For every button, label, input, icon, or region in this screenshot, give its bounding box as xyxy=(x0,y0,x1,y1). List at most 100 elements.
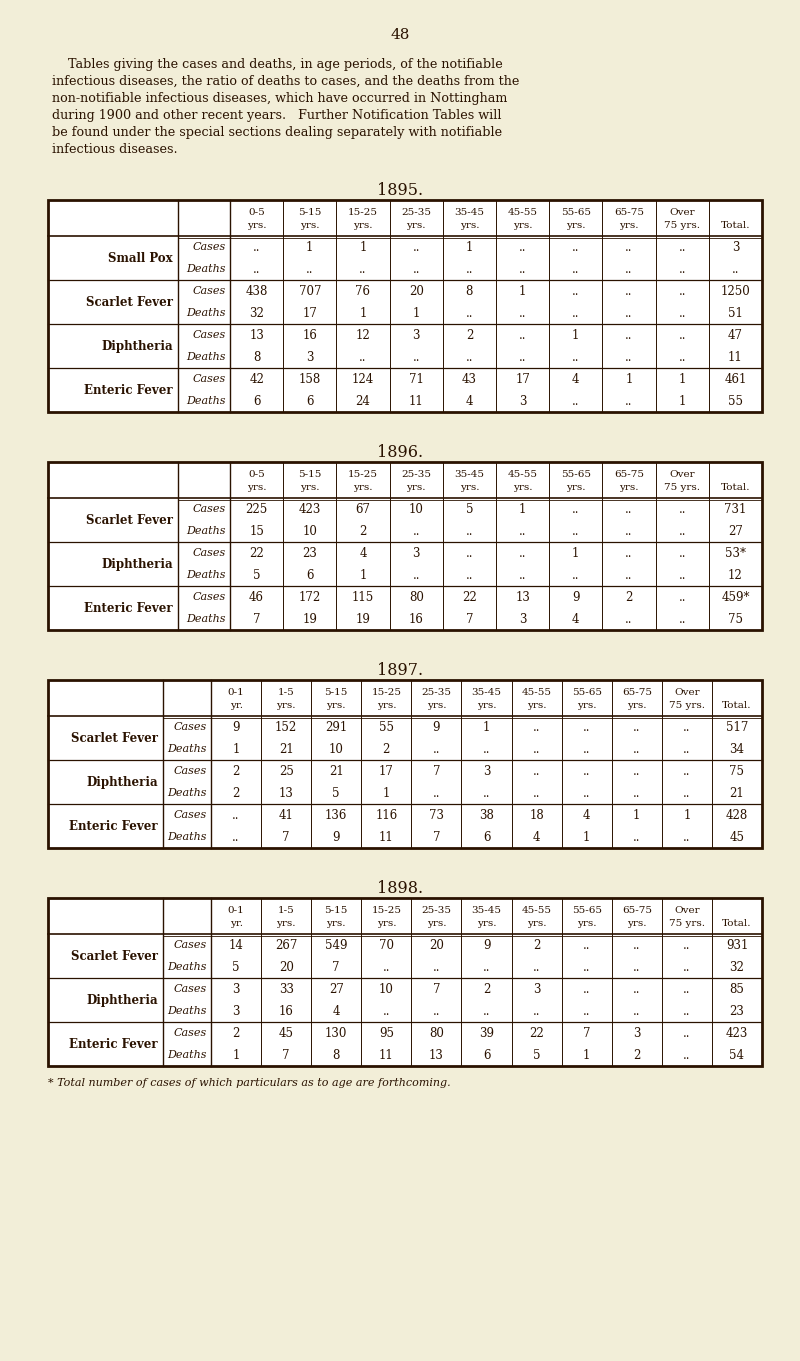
Text: ..: .. xyxy=(683,1004,690,1018)
Text: ..: .. xyxy=(626,351,633,363)
Text: 55: 55 xyxy=(728,395,743,408)
Text: 16: 16 xyxy=(302,329,318,342)
Text: 7: 7 xyxy=(466,612,473,626)
Text: 17: 17 xyxy=(302,308,318,320)
Text: 13: 13 xyxy=(278,787,294,800)
Text: 11: 11 xyxy=(379,1049,394,1062)
Text: ..: .. xyxy=(572,284,579,298)
Text: 35-45: 35-45 xyxy=(471,906,502,915)
Text: Cases: Cases xyxy=(174,1029,207,1038)
Text: 6: 6 xyxy=(482,832,490,844)
Text: 152: 152 xyxy=(275,721,298,734)
Text: 3: 3 xyxy=(413,329,420,342)
Text: 3: 3 xyxy=(413,547,420,559)
Text: Cases: Cases xyxy=(193,548,226,558)
Text: 423: 423 xyxy=(298,504,321,516)
Text: 7: 7 xyxy=(433,765,440,778)
Text: Deaths: Deaths xyxy=(167,1006,207,1017)
Text: 65-75: 65-75 xyxy=(622,906,652,915)
Text: 7: 7 xyxy=(433,983,440,996)
Text: 4: 4 xyxy=(359,547,366,559)
Text: 1: 1 xyxy=(359,569,366,583)
Text: 1: 1 xyxy=(382,787,390,800)
Text: 33: 33 xyxy=(278,983,294,996)
Text: ..: .. xyxy=(519,329,526,342)
Text: 15-25: 15-25 xyxy=(371,906,402,915)
Text: ..: .. xyxy=(683,1028,690,1040)
Text: ..: .. xyxy=(678,329,686,342)
Text: 39: 39 xyxy=(479,1028,494,1040)
Text: Enteric Fever: Enteric Fever xyxy=(84,602,173,615)
Text: 1: 1 xyxy=(519,504,526,516)
Text: ..: .. xyxy=(466,308,473,320)
Text: 1: 1 xyxy=(466,241,473,255)
Text: 27: 27 xyxy=(329,983,344,996)
Text: 1: 1 xyxy=(683,808,690,822)
Text: 24: 24 xyxy=(355,395,370,408)
Text: 13: 13 xyxy=(249,329,264,342)
Text: 2: 2 xyxy=(232,1028,240,1040)
Text: 45-55: 45-55 xyxy=(508,208,538,216)
Text: ..: .. xyxy=(253,241,260,255)
Text: 46: 46 xyxy=(249,591,264,604)
Text: ..: .. xyxy=(519,525,526,538)
Bar xyxy=(48,680,762,848)
Text: 1: 1 xyxy=(359,241,366,255)
Text: Diphtheria: Diphtheria xyxy=(86,994,158,1007)
Text: ..: .. xyxy=(482,787,490,800)
Text: ..: .. xyxy=(626,284,633,298)
Text: yrs.: yrs. xyxy=(527,919,546,928)
Text: 75 yrs.: 75 yrs. xyxy=(664,483,700,491)
Text: 53*: 53* xyxy=(725,547,746,559)
Text: 21: 21 xyxy=(278,743,294,755)
Text: 45-55: 45-55 xyxy=(522,906,551,915)
Text: ..: .. xyxy=(433,743,440,755)
Text: ..: .. xyxy=(572,569,579,583)
Text: ..: .. xyxy=(519,569,526,583)
Text: 22: 22 xyxy=(250,547,264,559)
Text: 4: 4 xyxy=(583,808,590,822)
Text: ..: .. xyxy=(253,263,260,276)
Text: yrs.: yrs. xyxy=(619,220,638,230)
Text: ..: .. xyxy=(678,504,686,516)
Text: 291: 291 xyxy=(325,721,347,734)
Bar xyxy=(48,200,762,412)
Text: Total.: Total. xyxy=(722,701,752,710)
Text: 35-45: 35-45 xyxy=(471,689,502,697)
Text: 54: 54 xyxy=(730,1049,745,1062)
Text: 5: 5 xyxy=(333,787,340,800)
Text: yrs.: yrs. xyxy=(377,919,396,928)
Text: ..: .. xyxy=(533,1004,540,1018)
Text: Total.: Total. xyxy=(721,220,750,230)
Text: yrs.: yrs. xyxy=(377,701,396,710)
Text: ..: .. xyxy=(633,743,641,755)
Text: 2: 2 xyxy=(382,743,390,755)
Text: ..: .. xyxy=(633,832,641,844)
Text: 7: 7 xyxy=(583,1028,590,1040)
Text: ..: .. xyxy=(433,961,440,974)
Text: ..: .. xyxy=(678,525,686,538)
Text: 1: 1 xyxy=(633,808,641,822)
Text: 1-5: 1-5 xyxy=(278,906,294,915)
Text: 0-5: 0-5 xyxy=(248,208,265,216)
Text: Cases: Cases xyxy=(193,286,226,297)
Text: ..: .. xyxy=(572,525,579,538)
Text: ..: .. xyxy=(482,961,490,974)
Text: 8: 8 xyxy=(333,1049,340,1062)
Text: 20: 20 xyxy=(409,284,424,298)
Text: 1: 1 xyxy=(306,241,314,255)
Text: yrs.: yrs. xyxy=(527,701,546,710)
Text: Cases: Cases xyxy=(174,810,207,821)
Text: 55: 55 xyxy=(379,721,394,734)
Text: 25: 25 xyxy=(278,765,294,778)
Text: 13: 13 xyxy=(429,1049,444,1062)
Text: ..: .. xyxy=(633,765,641,778)
Text: 3: 3 xyxy=(232,1004,240,1018)
Text: 38: 38 xyxy=(479,808,494,822)
Text: 5: 5 xyxy=(533,1049,540,1062)
Text: 10: 10 xyxy=(329,743,344,755)
Text: 428: 428 xyxy=(726,808,748,822)
Text: 9: 9 xyxy=(482,939,490,951)
Text: Over: Over xyxy=(674,906,700,915)
Text: 5: 5 xyxy=(466,504,473,516)
